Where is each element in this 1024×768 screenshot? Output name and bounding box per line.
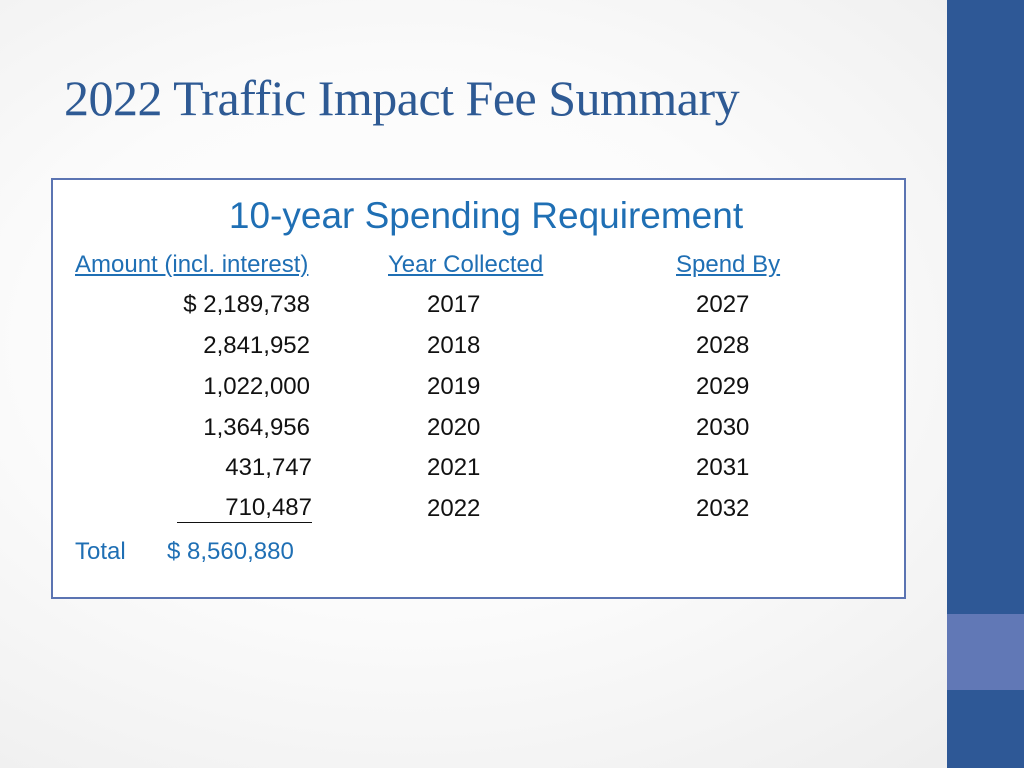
- table-cell-year-collected: 2018: [427, 332, 481, 359]
- spending-requirement-box: 10-year Spending Requirement Amount (inc…: [51, 178, 906, 599]
- table-cell-amount: 431,747: [225, 454, 312, 481]
- table-cell-spend-by: 2031: [696, 454, 750, 481]
- sidebar-accent-block: [947, 614, 1024, 690]
- table-cell-spend-by: 2029: [696, 373, 750, 400]
- total-label: Total: [75, 538, 126, 565]
- slide-title: 2022 Traffic Impact Fee Summary: [64, 70, 740, 126]
- table-cell-amount: 1,364,956: [203, 414, 310, 441]
- table-cell-spend-by: 2028: [696, 332, 750, 359]
- table-cell-amount: 710,487: [177, 494, 312, 523]
- table-cell-amount: 1,022,000: [203, 373, 310, 400]
- table-cell-year-collected: 2019: [427, 373, 481, 400]
- box-heading: 10-year Spending Requirement: [228, 195, 744, 236]
- column-header-spend-by: Spend By: [676, 251, 781, 278]
- table-cell-spend-by: 2030: [696, 414, 750, 441]
- column-header-amount: Amount (incl. interest): [75, 251, 309, 278]
- table-cell-year-collected: 2021: [427, 454, 481, 481]
- total-value: $ 8,560,880: [167, 538, 294, 565]
- table-cell-year-collected: 2020: [427, 414, 481, 441]
- table-cell-amount: 2,841,952: [203, 332, 310, 359]
- table-cell-spend-by: 2032: [696, 495, 750, 522]
- table-cell-year-collected: 2017: [427, 291, 481, 318]
- table-cell-spend-by: 2027: [696, 291, 750, 318]
- table-cell-amount: $ 2,189,738: [183, 291, 310, 318]
- table-cell-year-collected: 2022: [427, 495, 481, 522]
- column-header-year-collected: Year Collected: [388, 251, 544, 278]
